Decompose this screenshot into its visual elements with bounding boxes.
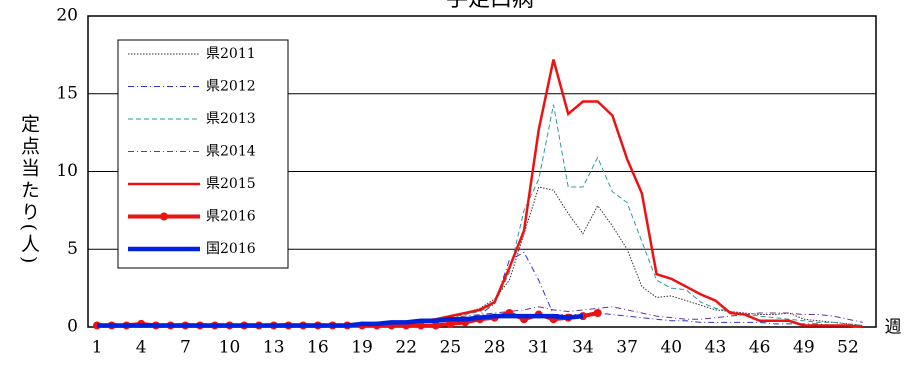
legend-box	[117, 39, 289, 269]
chart-title: 手足口病	[446, 0, 534, 12]
x-tick-label: 22	[395, 338, 417, 358]
y-tick-label: 5	[67, 239, 78, 259]
y-axis-label: 定点当たり(人)	[18, 113, 40, 266]
series-line	[97, 306, 863, 325]
x-tick-label: 37	[616, 338, 638, 358]
legend-label: 県2012	[206, 79, 256, 95]
legend-marker	[160, 212, 168, 221]
x-tick-label: 43	[705, 338, 727, 358]
legend-label: 県2011	[206, 46, 256, 62]
x-axis-label: 週	[885, 318, 902, 338]
series-marker	[593, 309, 602, 318]
x-tick-label: 7	[180, 338, 191, 358]
x-tick-label: 52	[837, 338, 859, 358]
x-tick-label: 10	[219, 338, 241, 358]
series-line	[97, 186, 863, 326]
x-tick-label: 16	[307, 338, 329, 358]
x-tick-label: 19	[351, 338, 373, 358]
y-tick-label: 10	[56, 161, 78, 181]
x-tick-label: 1	[92, 338, 103, 358]
x-tick-label: 25	[440, 338, 462, 358]
x-tick-label: 31	[528, 338, 550, 358]
x-tick-label: 28	[484, 338, 506, 358]
x-tick-label: 46	[749, 338, 771, 358]
series-line	[97, 313, 584, 328]
legend-label: 県2015	[206, 176, 256, 192]
legend-label: 県2013	[206, 111, 256, 127]
x-tick-label: 34	[572, 338, 594, 358]
y-tick-label: 0	[67, 317, 78, 337]
y-tick-label: 15	[56, 83, 78, 103]
series-line	[97, 251, 863, 326]
x-tick-label: 40	[660, 338, 682, 358]
x-tick-label: 13	[263, 338, 285, 358]
series-marker	[416, 321, 425, 330]
series-marker	[446, 319, 455, 328]
legend-label: 県2016	[206, 209, 256, 225]
series-marker	[431, 321, 440, 330]
y-tick-label: 20	[56, 6, 78, 26]
legend-label: 国2016	[206, 241, 256, 257]
x-tick-label: 4	[136, 338, 147, 358]
legend-label: 県2014	[206, 144, 256, 160]
x-tick-label: 49	[793, 338, 815, 358]
